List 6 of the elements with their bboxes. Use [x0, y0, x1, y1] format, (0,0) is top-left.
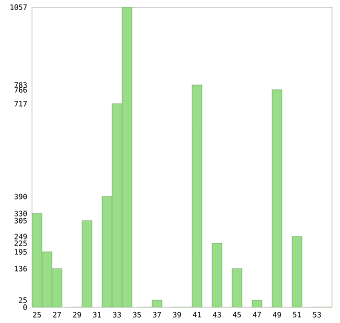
bar	[212, 242, 222, 308]
bar	[272, 89, 282, 308]
bar	[192, 84, 202, 308]
bar	[232, 268, 242, 308]
bar	[82, 220, 92, 308]
bar	[292, 236, 302, 308]
